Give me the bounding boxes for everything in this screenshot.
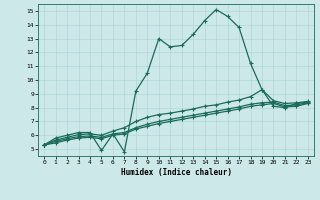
X-axis label: Humidex (Indice chaleur): Humidex (Indice chaleur) bbox=[121, 168, 231, 177]
